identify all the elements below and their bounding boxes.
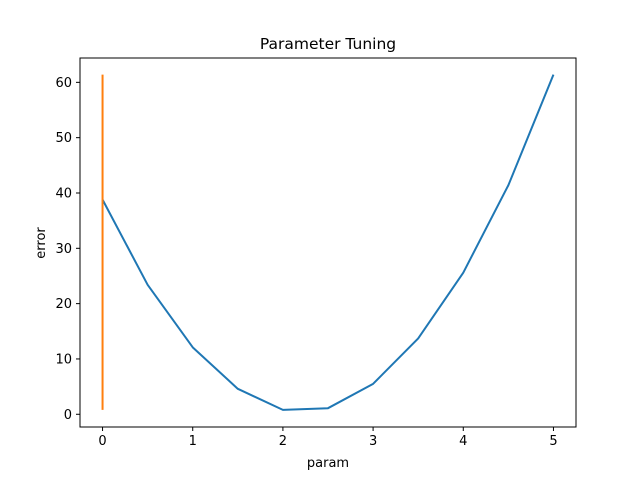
x-tick-label: 1 [189, 434, 197, 449]
y-tick-label: 50 [55, 131, 72, 146]
y-tick-label: 40 [55, 186, 72, 201]
y-tick-label: 60 [55, 76, 72, 91]
x-tick-label: 3 [369, 434, 377, 449]
y-axis: 0 10 20 30 40 50 60 [55, 76, 80, 423]
x-tick-label: 0 [98, 434, 106, 449]
y-tick-label: 0 [64, 408, 72, 423]
y-tick-label: 10 [55, 352, 72, 367]
x-tick-label: 5 [549, 434, 557, 449]
y-tick-label: 20 [55, 297, 72, 312]
y-axis-label: error [34, 227, 49, 259]
chart-title: Parameter Tuning [260, 35, 396, 53]
x-tick-label: 2 [279, 434, 287, 449]
x-tick-label: 4 [459, 434, 467, 449]
plot-area [101, 74, 555, 411]
series-line-1 [101, 74, 555, 411]
x-axis-label: param [307, 456, 349, 471]
x-axis: 0 1 2 3 4 5 [98, 427, 558, 449]
axes-frame [79, 57, 577, 428]
y-tick-label: 30 [55, 242, 72, 257]
